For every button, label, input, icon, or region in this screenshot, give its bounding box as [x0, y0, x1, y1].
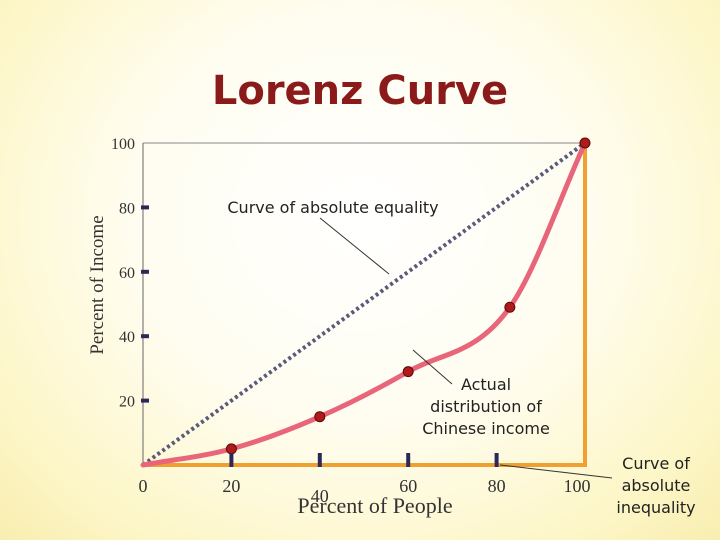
- inequality-annotation-line: absolute: [622, 476, 691, 495]
- data-point: [402, 366, 414, 378]
- inequality-line: [143, 143, 587, 467]
- y-axis-label: Percent of Income: [87, 215, 108, 354]
- equality-pointer: [319, 217, 390, 275]
- actual-pointer: [412, 349, 453, 385]
- y-tick-mark: [141, 398, 149, 403]
- x-tick-label: 100: [564, 476, 591, 496]
- data-point: [579, 137, 591, 149]
- data-point: [504, 301, 516, 313]
- x-tick-mark: [229, 453, 234, 467]
- x-tick-label: 60: [399, 476, 417, 496]
- y-tick-label: 100: [111, 136, 135, 153]
- y-tick-label: 80: [119, 200, 135, 217]
- data-point: [314, 411, 326, 423]
- actual-annotation-line: Chinese income: [422, 419, 550, 438]
- x-tick-label: 20: [222, 476, 240, 496]
- y-tick-label: 40: [119, 329, 135, 346]
- x-tick-mark: [406, 453, 411, 467]
- x-tick-label: 40: [311, 486, 329, 506]
- equality-line: [141, 141, 587, 467]
- inequality-annotation-line: inequality: [616, 498, 695, 517]
- actual-annotation-line: Actual: [461, 375, 511, 394]
- y-tick-mark: [141, 269, 149, 274]
- actual-annotation-line: distribution of: [430, 397, 542, 416]
- chart-title: Lorenz Curve: [212, 68, 508, 114]
- data-point: [225, 443, 237, 455]
- y-tick-mark: [141, 205, 149, 210]
- y-tick-label: 60: [119, 265, 135, 282]
- inequality-annotation-line: Curve of: [622, 454, 690, 473]
- x-axis-label: Percent of People: [297, 493, 452, 518]
- y-tick-label: 20: [119, 394, 135, 411]
- inequality-pointer: [499, 464, 613, 479]
- x-tick-label: 0: [139, 476, 148, 496]
- equality-annotation: Curve of absolute equality: [227, 198, 438, 217]
- x-tick-mark: [494, 453, 499, 467]
- x-tick-mark: [317, 453, 322, 467]
- y-tick-mark: [141, 334, 149, 339]
- x-tick-label: 80: [488, 476, 506, 496]
